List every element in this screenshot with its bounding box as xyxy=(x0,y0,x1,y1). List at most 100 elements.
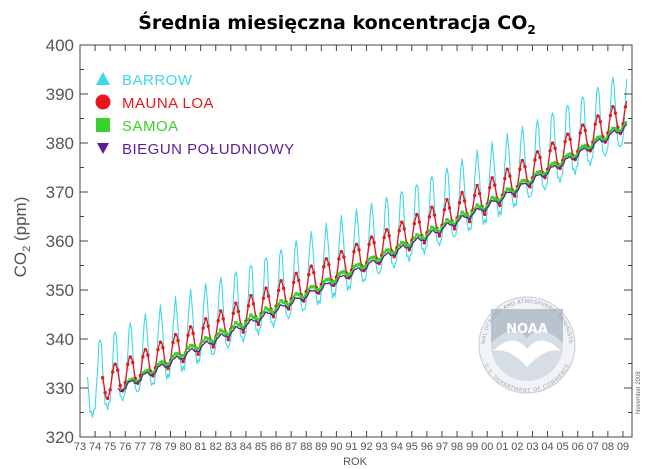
legend-marker-triangle-down xyxy=(97,143,109,154)
x-tick-label: 92 xyxy=(360,441,372,453)
data-point xyxy=(490,176,494,180)
data-point xyxy=(402,227,406,231)
data-point xyxy=(234,301,238,305)
data-point xyxy=(214,336,218,340)
data-point xyxy=(367,242,371,247)
x-tick-label: 99 xyxy=(466,441,478,453)
data-point xyxy=(445,218,449,222)
data-point xyxy=(206,324,210,328)
data-point xyxy=(387,248,391,252)
data-point xyxy=(425,233,429,237)
data-point xyxy=(503,190,507,195)
data-point xyxy=(400,220,404,224)
data-point xyxy=(146,353,150,357)
data-point xyxy=(226,337,231,342)
data-point xyxy=(143,347,148,352)
data-point xyxy=(332,280,336,284)
data-point xyxy=(161,346,165,350)
legend-marker-circle xyxy=(95,94,111,110)
data-point xyxy=(168,360,173,364)
data-point xyxy=(274,306,278,310)
data-point xyxy=(309,285,313,289)
series-layer xyxy=(86,76,628,418)
data-point xyxy=(299,294,303,299)
data-point xyxy=(271,310,276,315)
data-point xyxy=(183,351,188,355)
data-point xyxy=(505,187,510,191)
data-point xyxy=(236,322,241,327)
data-point xyxy=(603,137,608,142)
data-point xyxy=(118,383,122,388)
series-line xyxy=(86,76,628,418)
data-point xyxy=(131,360,135,365)
data-point xyxy=(302,295,306,299)
axes: 320 330 340 350 360 370 380 390 400 73 74 75 76 77 78 7… xyxy=(46,36,633,453)
x-tick-label: 75 xyxy=(104,441,116,453)
data-point xyxy=(198,343,203,348)
y-tick-label: 370 xyxy=(46,183,74,202)
data-point xyxy=(226,332,231,337)
x-tick-label: 79 xyxy=(164,441,176,453)
data-point xyxy=(146,368,150,373)
data-point xyxy=(586,146,590,151)
data-point xyxy=(249,293,253,298)
data-point xyxy=(563,140,567,144)
data-point xyxy=(545,170,550,174)
data-point xyxy=(259,313,263,318)
data-point xyxy=(583,143,587,148)
data-point xyxy=(447,206,452,210)
data-point xyxy=(440,225,444,230)
data-point xyxy=(276,288,281,293)
data-point xyxy=(324,257,329,261)
data-point xyxy=(281,300,286,304)
chart-title-subscript: 2 xyxy=(527,23,535,37)
data-point xyxy=(515,186,520,191)
data-point xyxy=(593,138,598,142)
data-point xyxy=(307,272,311,277)
data-point xyxy=(319,285,324,289)
data-point xyxy=(397,243,401,247)
data-point xyxy=(251,302,256,306)
data-point xyxy=(618,129,623,133)
data-point xyxy=(196,352,200,356)
data-point xyxy=(234,320,238,325)
x-tick-label: 96 xyxy=(421,441,433,453)
data-point xyxy=(314,287,318,292)
legend-label: MAUNA LOA xyxy=(122,95,214,112)
data-point xyxy=(573,154,577,158)
data-point xyxy=(606,134,610,139)
data-point xyxy=(430,225,434,229)
data-point xyxy=(395,248,399,252)
data-point xyxy=(457,214,462,219)
legend-item: MAUNA LOA xyxy=(95,94,214,112)
data-point xyxy=(591,143,595,148)
data-point xyxy=(460,190,464,195)
data-point xyxy=(598,135,603,139)
data-point xyxy=(186,346,190,350)
data-point xyxy=(400,240,404,245)
y-tick-label: 380 xyxy=(46,134,74,153)
data-point xyxy=(452,222,457,227)
x-axis-label: ROK xyxy=(343,456,368,468)
data-point xyxy=(415,212,419,217)
data-point xyxy=(196,346,200,351)
data-point xyxy=(136,379,140,383)
data-point xyxy=(163,363,168,367)
data-point xyxy=(133,380,138,385)
data-point xyxy=(256,318,261,322)
data-point xyxy=(246,304,251,308)
x-tick-label: 93 xyxy=(376,441,388,453)
data-point xyxy=(186,333,190,338)
data-point xyxy=(477,205,482,209)
x-tick-label: 85 xyxy=(255,441,267,453)
data-point xyxy=(460,210,464,215)
data-point xyxy=(467,219,472,224)
data-point xyxy=(354,263,359,267)
data-point xyxy=(100,376,105,380)
data-point xyxy=(357,248,361,252)
data-point xyxy=(266,294,271,298)
data-point xyxy=(422,241,427,245)
data-point xyxy=(188,343,193,348)
data-point xyxy=(349,271,354,275)
data-point xyxy=(312,285,316,289)
